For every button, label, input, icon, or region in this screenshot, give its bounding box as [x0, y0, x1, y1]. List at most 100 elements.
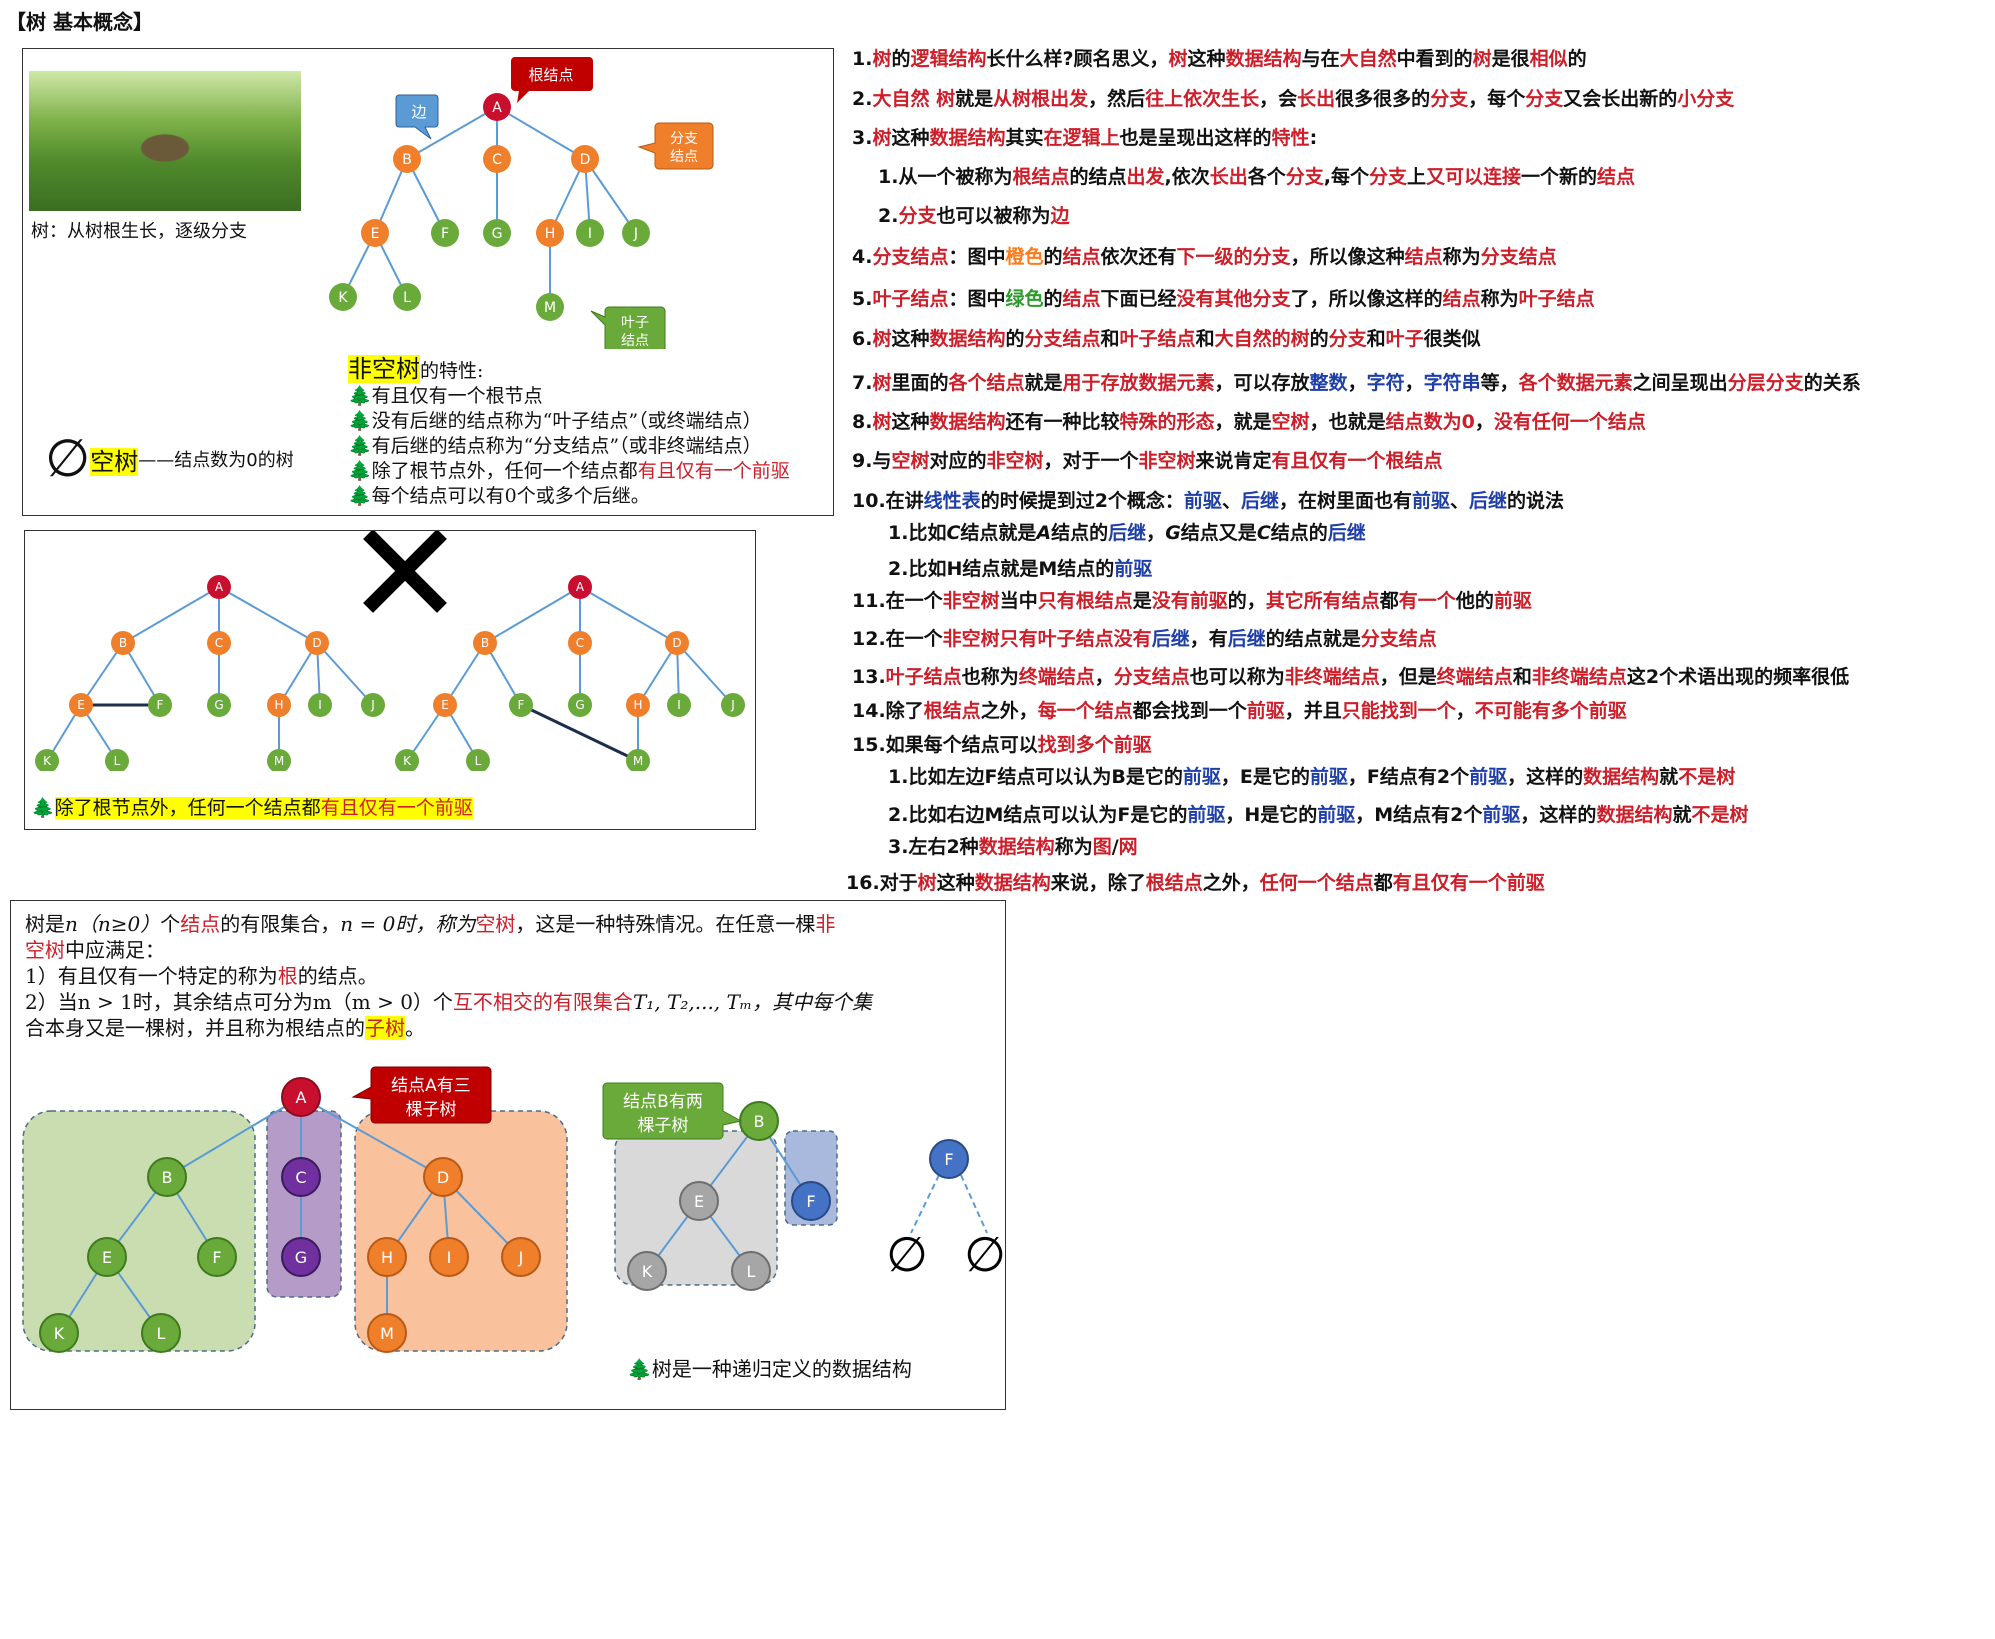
node-g: G	[492, 226, 503, 242]
recursive-definition-note: 🌲树是一种递归定义的数据结构	[627, 1357, 912, 1381]
note-10: 10.在讲线性表的时候提到过2个概念：前驱、后继，在树里面也有前驱、后继的说法	[852, 490, 1565, 512]
svg-text:结点A有三: 结点A有三	[391, 1076, 471, 1096]
node-i: I	[588, 226, 592, 242]
note-15-1: 1.比如左边F结点可以认为B是它的前驱，E是它的前驱，F结点有2个前驱，这样的数…	[888, 766, 1736, 788]
empty-child-right: ∅	[964, 1227, 1005, 1283]
callout-edge: 边	[395, 94, 439, 140]
svg-text:分支: 分支	[670, 131, 698, 147]
note-11: 11.在一个非空树当中只有根结点是没有前驱的，其它所有结点都有一个他的前驱	[852, 590, 1532, 612]
svg-text:G: G	[575, 698, 584, 712]
node-m: M	[544, 300, 556, 316]
svg-text:I: I	[677, 698, 681, 712]
note-12: 12.在一个非空树只有叶子结点没有后继，有后继的结点就是分支结点	[852, 628, 1437, 650]
callout-branch: 分支 结点	[637, 122, 714, 170]
svg-text:K: K	[403, 754, 412, 768]
svg-text:J: J	[730, 698, 735, 712]
empty-set-symbol: ∅	[45, 429, 91, 489]
svg-text:H: H	[274, 698, 283, 712]
svg-text:A: A	[215, 580, 224, 594]
svg-text:叶子: 叶子	[621, 315, 649, 331]
svg-text:结点: 结点	[670, 149, 698, 165]
svg-text:H: H	[633, 698, 642, 712]
svg-text:E: E	[694, 1192, 704, 1211]
note-6: 6.树这种数据结构的分支结点和叶子结点和大自然的树的分支和叶子很类似	[852, 328, 1481, 350]
svg-text:M: M	[633, 754, 643, 768]
note-7: 7.树里面的各个结点就是用于存放数据元素，可以存放整数，字符，字符串等，各个数据…	[852, 372, 1861, 394]
empty-tree-highlight: 空树	[90, 447, 139, 476]
svg-text:G: G	[295, 1248, 307, 1267]
note-3-2: 2.分支也可以被称为边	[878, 205, 1070, 227]
note-15-3: 3.左右2种数据结构称为图/网	[888, 836, 1138, 858]
panel-tree-definition: 树是n（n≥0）个结点的有限集合，n = 0时，称为空树，这是一种特殊情况。在任…	[10, 900, 1006, 1410]
note-10-1: 1.比如C结点就是A结点的后继，G结点又是C结点的后继	[888, 522, 1366, 544]
svg-text:F: F	[157, 698, 164, 712]
basic-tree-nodes: A B C D E F G H I J K L M	[329, 93, 650, 321]
node-k: K	[338, 290, 348, 306]
node-a: A	[492, 100, 502, 116]
note-4: 4.分支结点：图中橙色的结点依次还有下一级的分支，所以像这种结点称为分支结点	[852, 246, 1557, 268]
svg-text:H: H	[381, 1248, 393, 1267]
svg-text:L: L	[114, 754, 121, 768]
node-c: C	[492, 152, 502, 168]
node-f: F	[441, 226, 449, 242]
svg-text:D: D	[312, 636, 321, 650]
node-l: L	[403, 290, 411, 306]
svg-text:B: B	[481, 636, 489, 650]
callout-leaf: 叶子 结点	[590, 306, 666, 349]
svg-text:C: C	[295, 1168, 306, 1187]
note-5: 5.叶子结点：图中绿色的结点下面已经没有其他分支了，所以像这样的结点称为叶子结点	[852, 288, 1595, 310]
note-14: 14.除了根结点之外，每一个结点都会找到一个前驱，并且只能找到一个，不可能有多个…	[852, 700, 1627, 722]
svg-text:L: L	[747, 1262, 756, 1281]
note-15: 15.如果每个结点可以找到多个前驱	[852, 734, 1152, 756]
panel-tree-basics: 树：从树根生长，逐级分支 A B C D E F G H I J K L M	[22, 48, 834, 516]
node-b: B	[402, 152, 412, 168]
panel-not-a-tree: A B C D E F G H I J K L M A B C D E F G …	[24, 530, 756, 830]
property-3: 🌲有后继的结点称为“分支结点”（或非终端结点）	[348, 435, 762, 457]
svg-text:B: B	[119, 636, 127, 650]
cross-icon	[363, 531, 447, 613]
note-3-1: 1.从一个被称为根结点的结点出发,依次长出各个分支,每个分支上又可以连接一个新的…	[878, 166, 1636, 188]
empty-tree-desc: ——结点数为0的树	[138, 450, 294, 471]
note-16: 16.对于树这种数据结构来说，除了根结点之外，任何一个结点都有且仅有一个前驱	[846, 872, 1545, 894]
svg-text:K: K	[642, 1262, 653, 1281]
svg-text:F: F	[518, 698, 525, 712]
tree-photo	[29, 71, 301, 211]
svg-text:J: J	[518, 1248, 524, 1267]
note-2: 2.大自然 树就是从树根出发，然后往上依次生长，会长出很多很多的分支，每个分支又…	[852, 88, 1735, 110]
svg-text:E: E	[441, 698, 449, 712]
svg-text:A: A	[576, 580, 585, 594]
page-title: 【树 基本概念】	[6, 10, 153, 34]
callout-root: 根结点	[511, 57, 593, 103]
note-1: 1.树的逻辑结构长什么样?顾名思义，树这种数据结构与在大自然中看到的树是很相似的	[852, 48, 1587, 70]
svg-text:B: B	[162, 1168, 173, 1187]
svg-text:A: A	[296, 1088, 307, 1107]
tree-definition-text: 树是n（n≥0）个结点的有限集合，n = 0时，称为空树，这是一种特殊情况。在任…	[25, 912, 873, 1040]
nonempty-highlight: 非空树	[348, 355, 420, 383]
callout-node-a: 结点A有三 棵子树	[351, 1066, 492, 1124]
node-d: D	[580, 152, 591, 168]
note-9: 9.与空树对应的非空树，对于一个非空树来说肯定有且仅有一个根结点	[852, 450, 1443, 472]
property-1: 🌲有且仅有一个根节点	[348, 385, 543, 407]
node-j: J	[633, 226, 638, 242]
note-10-2: 2.比如H结点就是M结点的前驱	[888, 558, 1153, 580]
svg-text:C: C	[576, 636, 584, 650]
photo-caption: 树：从树根生长，逐级分支	[31, 221, 247, 242]
callout-edge-text: 边	[411, 103, 426, 121]
callout-node-b: 结点B有两 棵子树	[602, 1082, 743, 1140]
svg-text:L: L	[475, 754, 482, 768]
node-h: H	[545, 226, 556, 242]
empty-child-left: ∅	[886, 1227, 928, 1283]
svg-text:E: E	[102, 1248, 112, 1267]
not-tree-caption: 🌲除了根节点外，任何一个结点都有且仅有一个前驱	[31, 797, 473, 819]
svg-text:B: B	[754, 1112, 765, 1131]
property-2: 🌲没有后继的结点称为“叶子结点”（或终端结点）	[348, 410, 762, 432]
note-3: 3.树这种数据结构其实在逻辑上也是呈现出这样的特性:	[852, 127, 1318, 149]
property-4: 🌲除了根节点外，任何一个结点都有且仅有一个前驱	[348, 460, 790, 482]
svg-text:结点B有两: 结点B有两	[623, 1092, 703, 1112]
note-8: 8.树这种数据结构还有一种比较特殊的形态，就是空树，也就是结点数为0，没有任何一…	[852, 411, 1646, 433]
property-5: 🌲每个结点可以有0个或多个后继。	[348, 485, 650, 507]
svg-text:M: M	[274, 754, 284, 768]
node-e: E	[371, 226, 380, 242]
svg-text:C: C	[215, 636, 223, 650]
svg-text:F: F	[212, 1248, 221, 1267]
